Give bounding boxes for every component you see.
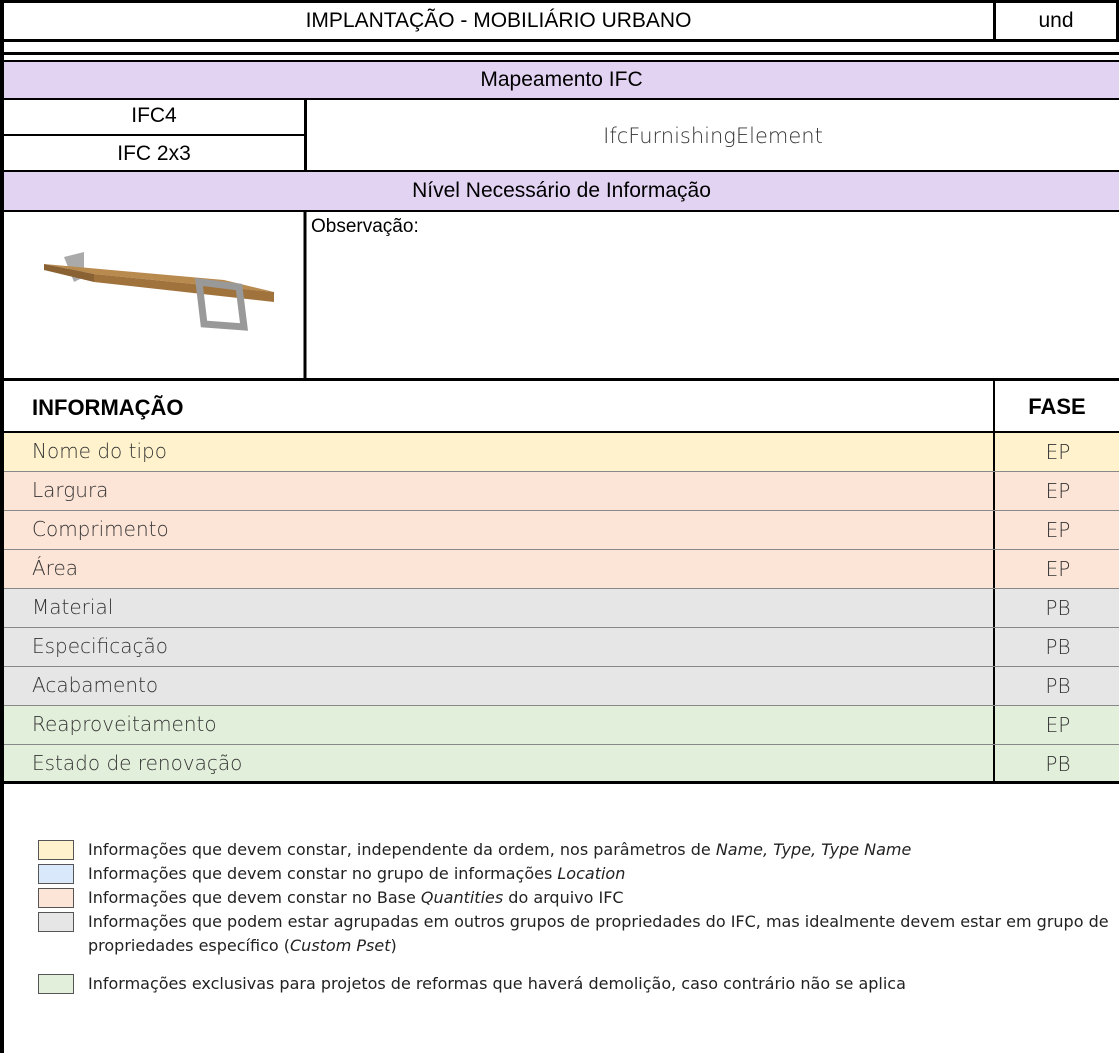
mapping-title: Mapeamento IFC <box>4 60 1119 100</box>
legend-text: Informações exclusivas para projetos de … <box>88 972 1113 996</box>
leg <box>194 277 249 331</box>
level-title: Nível Necessário de Informação <box>4 170 1119 212</box>
table-row: Área EP <box>4 550 1119 589</box>
phase: EP <box>993 706 1119 744</box>
info-name: Estado de renovação <box>32 751 243 775</box>
info-name: Comprimento <box>32 517 169 541</box>
bench-image <box>4 212 307 380</box>
info-name: Largura <box>32 478 109 502</box>
phase: PB <box>993 589 1119 627</box>
legend-part: Custom Pset <box>290 936 391 955</box>
seat-edge <box>44 264 94 282</box>
table-row: Reaproveitamento EP <box>4 706 1119 745</box>
column-header: INFORMAÇÃO <box>32 395 184 420</box>
table-row: Estado de renovação PB <box>4 745 1119 784</box>
legend-part: Informações que devem constar, independe… <box>88 840 716 859</box>
phase: EP <box>993 511 1119 549</box>
table-row: Acabamento PB <box>4 667 1119 706</box>
phase: EP <box>993 472 1119 510</box>
legend-part: Location <box>557 864 626 883</box>
phase: PB <box>993 667 1119 705</box>
schema: IFC4 <box>4 98 307 136</box>
legend-part: ) <box>390 936 397 955</box>
legend-swatch <box>38 912 74 932</box>
legend-swatch <box>38 864 74 884</box>
info-name: Nome do tipo <box>32 439 167 463</box>
info-name: Acabamento <box>32 673 159 697</box>
table-row: Comprimento EP <box>4 511 1119 550</box>
unit: und <box>993 0 1119 42</box>
phase: PB <box>993 628 1119 666</box>
legend-swatch <box>38 974 74 994</box>
table-row: Material PB <box>4 589 1119 628</box>
column-header: FASE <box>993 381 1119 433</box>
info-name: Reaproveitamento <box>32 712 217 736</box>
table-row: Largura EP <box>4 472 1119 511</box>
legend-text: Informações que devem constar no grupo d… <box>88 862 1113 886</box>
phase: EP <box>993 550 1119 588</box>
legend-part: Quantities <box>420 888 504 907</box>
seat-front <box>94 274 274 302</box>
legend-text: Informações que devem constar, independe… <box>88 838 1113 862</box>
info-name: Especificação <box>32 634 168 658</box>
table-header: INFORMAÇÃO FASE <box>4 378 1119 433</box>
title: IMPLANTAÇÃO - MOBILIÁRIO URBANO <box>4 0 993 42</box>
legend-swatch <box>38 840 74 860</box>
note: Observação: <box>311 216 419 237</box>
legend-part: Informações exclusivas para projetos de … <box>88 974 906 993</box>
phase: EP <box>993 433 1119 471</box>
phase: PB <box>993 745 1119 783</box>
legend-text: Informações que devem constar no Base Qu… <box>88 886 1113 910</box>
legend-part: Informações que devem constar no grupo d… <box>88 864 558 883</box>
table-row: Nome do tipo EP <box>4 433 1119 472</box>
table-row: Especificação PB <box>4 628 1119 667</box>
info-name: Material <box>32 595 114 619</box>
info-name: Área <box>32 556 79 580</box>
separator <box>4 52 1119 55</box>
legend-swatch <box>38 888 74 908</box>
schema: IFC 2x3 <box>4 136 307 172</box>
legend-text: Informações que podem estar agrupadas em… <box>88 910 1113 958</box>
legend-part: Informações que devem constar no Base <box>88 888 421 907</box>
legend-part: Name, Type, Type Name <box>715 840 912 859</box>
legend-part: do arquivo IFC <box>503 888 624 907</box>
legend-part: Informações que podem estar agrupadas em… <box>88 912 1109 955</box>
ifc-entity: IfcFurnishingElement <box>603 124 823 148</box>
